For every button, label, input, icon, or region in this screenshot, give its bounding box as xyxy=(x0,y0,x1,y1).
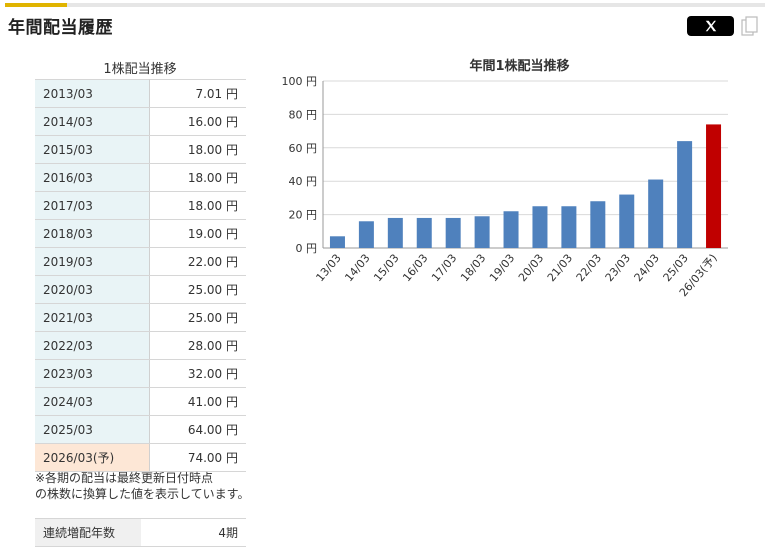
table-year-cell: 2014/03 xyxy=(35,107,150,136)
bar xyxy=(503,211,519,248)
table-value-cell: 19.00 円 xyxy=(149,219,246,248)
x-tick-label: 14/03 xyxy=(342,252,372,285)
bar xyxy=(677,141,693,248)
table-year-cell: 2025/03 xyxy=(35,415,150,444)
table-value-cell: 25.00 円 xyxy=(149,275,246,304)
table-row: 2017/03 18.00 円 xyxy=(35,191,246,220)
x-tick-label: 21/03 xyxy=(545,252,575,285)
table-row: 2016/03 18.00 円 xyxy=(35,163,246,192)
y-tick-label: 20 円 xyxy=(289,209,318,222)
streak-value: 4期 xyxy=(141,518,246,547)
table-row: 2026/03(予) 74.00 円 xyxy=(35,443,246,472)
x-tick-label: 17/03 xyxy=(429,252,459,285)
y-tick-label: 40 円 xyxy=(289,175,318,188)
x-tick-label: 18/03 xyxy=(458,252,488,285)
y-tick-label: 60 円 xyxy=(289,142,318,155)
table-year-cell: 2019/03 xyxy=(35,247,150,276)
table-row: 2018/03 19.00 円 xyxy=(35,219,246,248)
table-year-cell: 2026/03(予) xyxy=(35,443,150,472)
table-year-cell: 2017/03 xyxy=(35,191,150,220)
bar xyxy=(387,217,403,248)
table-row: 2020/03 25.00 円 xyxy=(35,275,246,304)
x-tick-label: 24/03 xyxy=(632,252,662,285)
table-year-cell: 2016/03 xyxy=(35,163,150,192)
table-year-cell: 2018/03 xyxy=(35,219,150,248)
table-value-cell: 28.00 円 xyxy=(149,331,246,360)
copy-icon[interactable] xyxy=(741,16,759,38)
x-tick-label: 22/03 xyxy=(574,252,604,285)
table-row: 2013/03 7.01 円 xyxy=(35,79,246,108)
table-row: 2022/03 28.00 円 xyxy=(35,331,246,360)
x-tick-label: 20/03 xyxy=(516,252,546,285)
table-row: 2025/03 64.00 円 xyxy=(35,415,246,444)
bar xyxy=(590,201,606,248)
table-value-cell: 64.00 円 xyxy=(149,415,246,444)
table-row: 2024/03 41.00 円 xyxy=(35,387,246,416)
bar xyxy=(648,179,664,248)
table-value-cell: 74.00 円 xyxy=(149,443,246,472)
bar xyxy=(561,206,577,248)
x-tick-label: 15/03 xyxy=(371,252,401,285)
table-value-cell: 25.00 円 xyxy=(149,303,246,332)
table-title: 1株配当推移 xyxy=(103,62,177,77)
table-row: 2019/03 22.00 円 xyxy=(35,247,246,276)
bar xyxy=(416,217,432,248)
streak-label: 連続増配年数 xyxy=(35,518,141,547)
chart-title: 年間1株配当推移 xyxy=(469,59,570,74)
x-tick-label: 19/03 xyxy=(487,252,517,285)
table-value-cell: 41.00 円 xyxy=(149,387,246,416)
section-title: 年間配当履歴 xyxy=(8,18,113,38)
bar xyxy=(619,194,635,248)
top-rule-accent xyxy=(5,3,67,7)
bar-forecast xyxy=(706,124,722,248)
bar xyxy=(358,221,374,248)
bar xyxy=(445,217,461,248)
table-year-cell: 2013/03 xyxy=(35,79,150,108)
table-row: 2014/03 16.00 円 xyxy=(35,107,246,136)
conversion-note: ※各期の配当は最終更新日付時点 の株数に換算した値を表示しています。 xyxy=(35,470,249,502)
bar xyxy=(474,216,490,248)
top-rule xyxy=(5,3,765,7)
table-row: 2023/03 32.00 円 xyxy=(35,359,246,388)
x-tick-label: 23/03 xyxy=(603,252,633,285)
x-logo-icon xyxy=(705,20,716,32)
y-tick-label: 100 円 xyxy=(282,75,318,88)
bar xyxy=(532,206,548,248)
x-tick-label: 13/03 xyxy=(313,252,343,285)
streak-row: 連続増配年数 4期 xyxy=(35,518,246,547)
table-year-cell: 2021/03 xyxy=(35,303,150,332)
table-year-cell: 2015/03 xyxy=(35,135,150,164)
table-value-cell: 18.00 円 xyxy=(149,191,246,220)
table-year-cell: 2024/03 xyxy=(35,387,150,416)
streak-table: 連続増配年数 4期 xyxy=(35,518,246,547)
table-value-cell: 18.00 円 xyxy=(149,163,246,192)
y-tick-label: 80 円 xyxy=(289,108,318,121)
table-value-cell: 22.00 円 xyxy=(149,247,246,276)
note-line-1: ※各期の配当は最終更新日付時点 xyxy=(35,471,214,485)
table-year-cell: 2020/03 xyxy=(35,275,150,304)
table-year-cell: 2023/03 xyxy=(35,359,150,388)
table-value-cell: 16.00 円 xyxy=(149,107,246,136)
note-line-2: の株数に換算した値を表示しています。 xyxy=(35,487,250,501)
table-year-cell: 2022/03 xyxy=(35,331,150,360)
x-tick-label: 16/03 xyxy=(400,252,430,285)
table-value-cell: 18.00 円 xyxy=(149,135,246,164)
dividend-table: 2013/03 7.01 円 2014/03 16.00 円 2015/03 18.00 … xyxy=(35,79,246,472)
table-row: 2021/03 25.00 円 xyxy=(35,303,246,332)
table-value-cell: 32.00 円 xyxy=(149,359,246,388)
table-value-cell: 7.01 円 xyxy=(149,79,246,108)
share-x-button[interactable] xyxy=(687,16,734,36)
table-row: 2015/03 18.00 円 xyxy=(35,135,246,164)
bar xyxy=(329,236,345,248)
y-tick-label: 0 円 xyxy=(296,242,318,255)
